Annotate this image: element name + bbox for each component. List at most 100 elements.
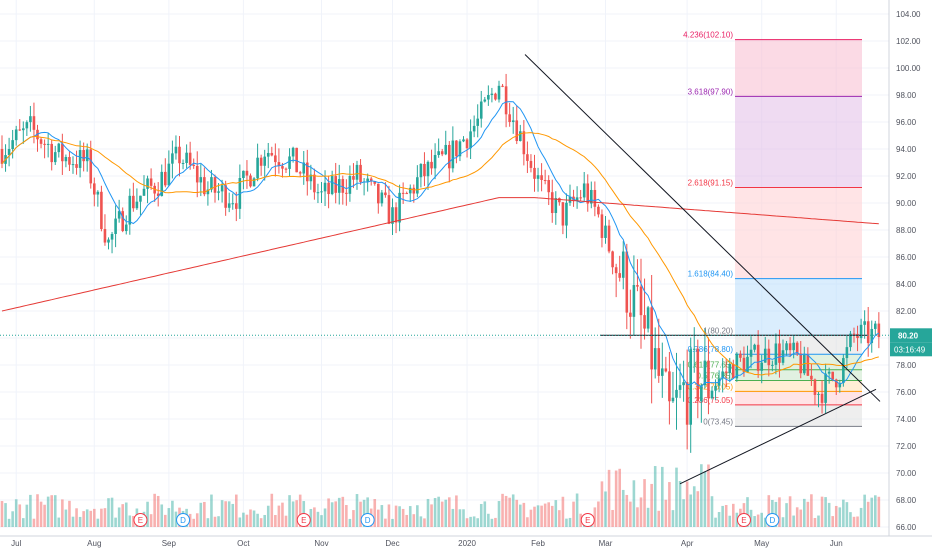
- candle-body: [820, 393, 824, 403]
- candle-body: [114, 218, 117, 234]
- volume-bar: [479, 503, 483, 527]
- candle-body: [135, 201, 139, 209]
- candle-body: [806, 354, 810, 376]
- candle-body: [448, 144, 451, 169]
- candle-body: [469, 131, 472, 149]
- candle-body: [82, 150, 85, 162]
- price-tick-label: 84.00: [896, 280, 917, 289]
- candle-body: [43, 143, 46, 145]
- volume-bar: [735, 512, 739, 527]
- volume-bar: [377, 509, 380, 527]
- volume-bar: [171, 500, 174, 527]
- volume-bar: [803, 498, 806, 527]
- volume-bar: [458, 509, 462, 527]
- event-label: E: [741, 516, 746, 525]
- volume-bar: [107, 498, 110, 527]
- volume-bar: [607, 469, 611, 527]
- volume-bar: [682, 499, 685, 527]
- candle-body: [146, 178, 149, 189]
- volume-bar: [29, 494, 32, 527]
- volume-bar: [419, 516, 423, 527]
- volume-bar: [554, 500, 558, 527]
- event-marker[interactable]: E: [736, 513, 751, 527]
- volume-bar: [281, 502, 284, 527]
- fib-level-label: 0.382(76.05): [688, 382, 734, 391]
- fib-level-label: 0(73.45): [703, 417, 733, 426]
- candle-body: [664, 368, 668, 372]
- fib-zone: [735, 404, 862, 427]
- volume-bar: [124, 502, 128, 527]
- candle-body: [316, 192, 320, 194]
- fib-zone: [735, 380, 862, 392]
- volume-bar: [689, 494, 692, 527]
- volume-bar: [132, 515, 135, 527]
- candle-body: [682, 382, 685, 386]
- price-axis[interactable]: 66.0068.0070.0072.0074.0076.0078.0080.00…: [888, 0, 932, 550]
- candle-body: [547, 180, 550, 193]
- volume-bar: [451, 508, 455, 527]
- volume-bar: [348, 518, 352, 527]
- candle-body: [185, 152, 188, 163]
- candle-body: [426, 161, 430, 177]
- candle-body: [355, 164, 359, 180]
- volume-bar: [753, 516, 756, 527]
- event-marker[interactable]: E: [580, 513, 595, 527]
- volume-bar: [103, 508, 107, 527]
- ma-fast-line: [1, 101, 880, 388]
- candle-body: [668, 371, 671, 402]
- event-marker[interactable]: E: [296, 513, 311, 527]
- volume-bar: [359, 501, 362, 527]
- volume-bar: [4, 503, 7, 527]
- candle-body: [341, 179, 345, 193]
- volume-bar: [568, 517, 572, 527]
- fibonacci-extension[interactable]: 4.236(102.10) 3.618(97.90) 2.618(91.15) 1.6…: [683, 31, 862, 427]
- event-marker[interactable]: D: [765, 513, 780, 527]
- candle-body: [479, 101, 483, 119]
- price-tick-label: 90.00: [896, 199, 917, 208]
- volume-bar: [337, 497, 341, 527]
- volume-bar: [313, 507, 316, 527]
- candle-body: [760, 362, 763, 371]
- candle-body: [249, 175, 252, 187]
- time-tick-label: Oct: [237, 539, 250, 548]
- volume-bar: [36, 494, 39, 527]
- candle-body: [799, 353, 803, 374]
- time-axis[interactable]: Jul Aug Sep Oct Nov Dec 2020 Feb Mar Apr May Jun: [0, 535, 932, 548]
- candle-body: [696, 348, 700, 402]
- candle-body: [323, 182, 327, 192]
- event-circle: [176, 513, 191, 527]
- volume-bar: [639, 497, 643, 527]
- event-label: E: [301, 516, 306, 525]
- volume-bar: [732, 503, 735, 527]
- fib-level-label: 4.236(102.10): [683, 31, 733, 40]
- volume-bar: [387, 504, 391, 527]
- volume-bar: [146, 501, 149, 527]
- candle-body: [327, 182, 330, 195]
- candle-body: [57, 143, 61, 153]
- event-marker[interactable]: D: [176, 513, 191, 527]
- candle-body: [487, 95, 490, 100]
- candle-body: [295, 147, 298, 173]
- event-marker[interactable]: D: [360, 513, 375, 527]
- volume-bar: [380, 505, 384, 527]
- candle-body: [29, 116, 32, 123]
- volume-bar: [462, 509, 465, 527]
- volume-bar: [597, 501, 600, 527]
- event-marker[interactable]: E: [133, 513, 148, 527]
- volume-bar: [824, 497, 827, 527]
- candle-body: [643, 315, 646, 329]
- candle-body: [554, 198, 558, 214]
- volume-bar: [692, 486, 696, 527]
- candle-body: [795, 342, 799, 354]
- volume-bar: [746, 497, 749, 527]
- candle-body: [831, 371, 834, 380]
- volume-bar: [827, 502, 831, 527]
- candle-body: [579, 197, 582, 199]
- volume-bar: [511, 494, 515, 527]
- price-tick-label: 94.00: [896, 145, 917, 154]
- candle-body: [739, 353, 742, 358]
- volume-bar: [160, 504, 164, 527]
- candle-body: [710, 390, 714, 399]
